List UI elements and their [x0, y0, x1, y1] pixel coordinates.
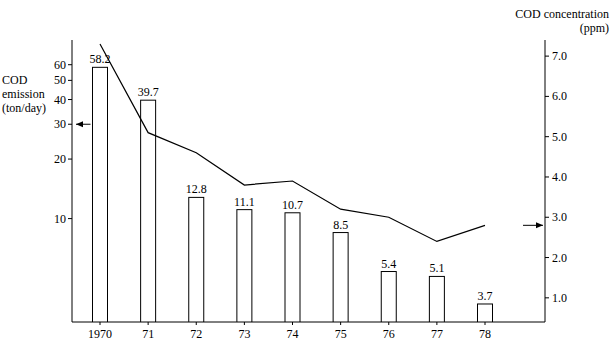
y-tick-label: 50 — [54, 73, 66, 87]
y-tick — [68, 64, 72, 65]
chart: 10 20 30 40 5060 1.0 2.0 3.0 4.0 5.0 6.0 7.0 1970 71 7… — [0, 0, 613, 350]
y2-tick-label: 3.0 — [552, 210, 567, 224]
x-tick — [292, 322, 293, 325]
data-label: 12.8 — [186, 182, 207, 196]
x-tick — [100, 322, 101, 325]
x-tick — [436, 322, 437, 325]
x-tick — [244, 322, 245, 325]
left-axis-arrow — [76, 124, 91, 125]
x-tick-label: 1970 — [88, 327, 112, 341]
data-label: 39.7 — [138, 85, 159, 99]
y2-tick — [545, 56, 549, 57]
data-label: 10.7 — [282, 198, 303, 212]
bar — [141, 100, 156, 322]
data-label: 58.2 — [90, 52, 111, 66]
y-tick-label: 10 — [54, 212, 66, 226]
data-label: 11.1 — [234, 195, 255, 209]
y-tick-label: 40 — [54, 93, 66, 107]
y-tick — [68, 218, 72, 219]
bar — [478, 304, 493, 322]
data-labels: 58.2 39.7 12.8 11.1 10.7 8.5 5.4 5.1 3.7 — [90, 52, 493, 303]
y2-tick-label: 5.0 — [552, 130, 567, 144]
y2-axis-line — [545, 40, 546, 322]
x-tick-label: 77 — [431, 327, 443, 341]
y-axis-line — [72, 40, 73, 322]
bar — [93, 67, 108, 322]
right-axis-arrow — [523, 225, 543, 226]
y2-tick-label: 1.0 — [552, 291, 567, 305]
x-tick-label: 76 — [383, 327, 395, 341]
y-axis-title: CODemission(ton/day) — [2, 73, 46, 115]
y-tick — [68, 99, 72, 100]
y2-axis-title: COD concentration(ppm) — [515, 7, 609, 35]
x-tick — [485, 322, 486, 325]
y2-tick — [545, 217, 549, 218]
data-label: 3.7 — [478, 289, 493, 303]
line — [100, 44, 485, 241]
y2-tick — [545, 136, 549, 137]
bar — [333, 233, 348, 322]
y2-tick-label: 2.0 — [552, 251, 567, 265]
bar — [237, 210, 252, 322]
y-tick — [68, 80, 72, 81]
y-axis-title-line: (ton/day) — [2, 101, 46, 115]
y2-tick-label: 6.0 — [552, 89, 567, 103]
bar — [285, 213, 300, 322]
data-label: 5.1 — [429, 261, 444, 275]
bar — [189, 197, 204, 322]
x-tick-label: 74 — [287, 327, 299, 341]
y2-tick — [545, 297, 549, 298]
y2-axis-title-line: COD concentration — [515, 7, 609, 21]
x-tick — [148, 322, 149, 325]
x-tick-label: 71 — [142, 327, 154, 341]
x-tick-label: 75 — [335, 327, 347, 341]
y2-tick-label: 4.0 — [552, 170, 567, 184]
x-tick-label: 78 — [479, 327, 491, 341]
bar — [381, 272, 396, 322]
y-tick-label: 20 — [54, 152, 66, 166]
y2-tick — [545, 96, 549, 97]
data-label: 8.5 — [333, 218, 348, 232]
x-tick — [340, 322, 341, 325]
y2-tick — [545, 257, 549, 258]
x-tick-label: 72 — [190, 327, 202, 341]
data-label: 5.4 — [381, 257, 396, 271]
x-tick — [196, 322, 197, 325]
y-axis-title-line: COD — [2, 73, 28, 87]
y-tick — [68, 124, 72, 125]
y-tick — [68, 159, 72, 160]
y-tick-label: 60 — [54, 58, 66, 72]
y-tick-label: 30 — [54, 117, 66, 131]
y-axis-title-line: emission — [2, 87, 45, 101]
y2-tick-label: 7.0 — [552, 49, 567, 63]
x-tick-label: 73 — [238, 327, 250, 341]
plot-area — [93, 44, 493, 322]
x-tick — [388, 322, 389, 325]
y2-axis-title-line: (ppm) — [580, 21, 609, 35]
bar — [429, 276, 444, 322]
y2-tick — [545, 176, 549, 177]
